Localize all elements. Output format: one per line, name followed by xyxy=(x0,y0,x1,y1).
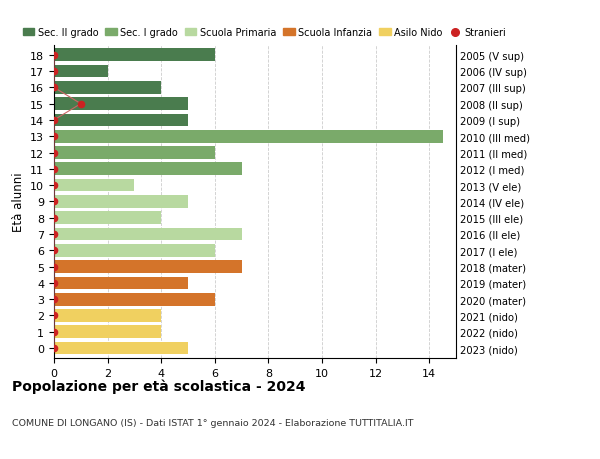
Bar xyxy=(54,114,188,127)
Bar xyxy=(54,66,107,78)
Bar xyxy=(54,196,188,208)
Bar xyxy=(54,131,443,143)
Bar xyxy=(54,49,215,62)
Bar xyxy=(54,326,161,338)
Bar xyxy=(54,82,161,95)
Bar xyxy=(54,163,242,176)
Bar xyxy=(54,261,242,273)
Bar xyxy=(54,244,215,257)
Legend: Sec. II grado, Sec. I grado, Scuola Primaria, Scuola Infanzia, Asilo Nido, Stran: Sec. II grado, Sec. I grado, Scuola Prim… xyxy=(23,28,506,38)
Bar xyxy=(54,228,242,241)
Bar xyxy=(54,342,188,355)
Bar xyxy=(54,309,161,322)
Text: Popolazione per età scolastica - 2024: Popolazione per età scolastica - 2024 xyxy=(12,379,305,393)
Bar xyxy=(54,212,161,224)
Bar xyxy=(54,147,215,160)
Y-axis label: Età alunni: Età alunni xyxy=(11,172,25,232)
Bar xyxy=(54,293,215,306)
Text: COMUNE DI LONGANO (IS) - Dati ISTAT 1° gennaio 2024 - Elaborazione TUTTITALIA.IT: COMUNE DI LONGANO (IS) - Dati ISTAT 1° g… xyxy=(12,418,413,427)
Bar xyxy=(54,179,134,192)
Bar xyxy=(54,277,188,290)
Bar xyxy=(54,98,188,111)
